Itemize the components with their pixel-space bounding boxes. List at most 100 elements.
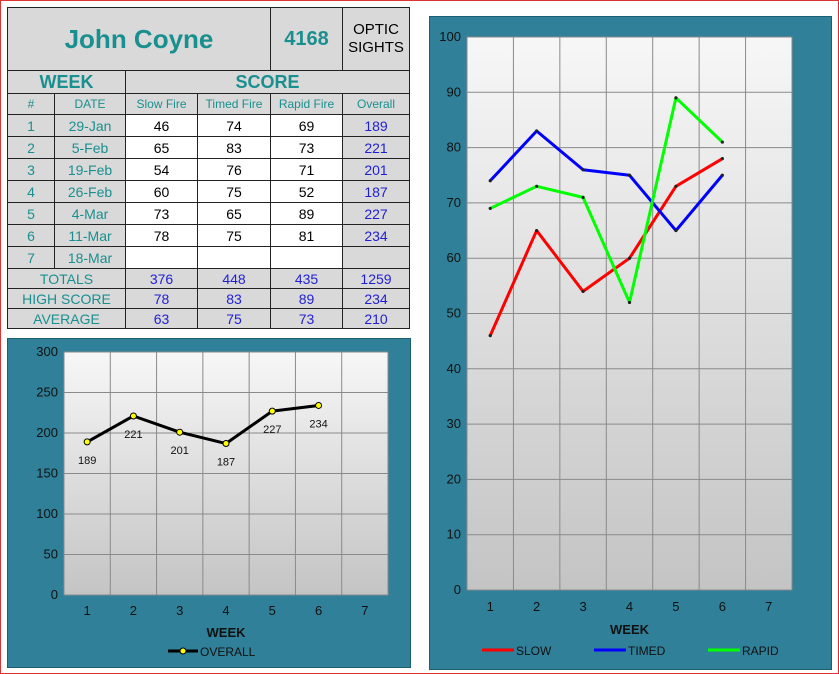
table-row: 4 26-Feb 60 75 52 187 bbox=[7, 180, 410, 203]
data-point bbox=[315, 401, 323, 409]
totals-overall: 1259 bbox=[342, 268, 410, 289]
data-point bbox=[581, 168, 585, 172]
data-point bbox=[488, 334, 492, 338]
row-overall-score: 221 bbox=[342, 136, 410, 159]
col-date: DATE bbox=[54, 93, 126, 115]
overall-chart-panel: 0 50 100 150 200 250 300 1 2 3 4 5 6 7 WEEK 189 221 201 18… bbox=[7, 338, 411, 668]
row-timed-score: 74 bbox=[197, 114, 271, 137]
high-timed: 83 bbox=[197, 288, 271, 309]
row-rapid-score: 81 bbox=[270, 224, 343, 247]
data-label: 201 bbox=[171, 445, 189, 457]
data-point bbox=[627, 256, 632, 260]
row-slow-score: 78 bbox=[125, 224, 198, 247]
legend-label-slow: SLOW bbox=[516, 644, 552, 658]
row-rapid-score: 73 bbox=[270, 136, 343, 159]
table-row: 3 19-Feb 54 76 71 201 bbox=[7, 158, 410, 181]
category-label: OPTIC SIGHTS bbox=[342, 7, 410, 71]
row-number: 3 bbox=[7, 158, 55, 181]
category-chart-panel: 0 10 20 30 40 50 60 70 80 90 100 1 2 3 4 5 6 7 WEEK SLOW TIM… bbox=[429, 16, 832, 670]
series-line-rapid bbox=[489, 96, 724, 304]
table-body: 1 29-Jan 46 74 69 189 2 5-Feb 65 83 73 221 3 19-Feb 54… bbox=[7, 114, 410, 269]
row-slow-score bbox=[125, 246, 198, 269]
totals-slow: 376 bbox=[125, 268, 198, 289]
row-number: 6 bbox=[7, 224, 55, 247]
row-rapid-score: 52 bbox=[270, 180, 343, 203]
row-slow-score: 60 bbox=[125, 180, 198, 203]
series-line-slow bbox=[488, 157, 724, 337]
x-tick-label: 3 bbox=[176, 603, 183, 618]
data-point bbox=[720, 140, 724, 144]
row-timed-score: 76 bbox=[197, 158, 271, 181]
row-timed-score bbox=[197, 246, 271, 269]
legend-marker-overall bbox=[179, 647, 187, 655]
totals-rapid: 435 bbox=[270, 268, 343, 289]
data-label: 227 bbox=[263, 424, 281, 436]
y-tick-label: 80 bbox=[447, 140, 461, 155]
high-rapid: 89 bbox=[270, 288, 343, 309]
row-date: 5-Feb bbox=[54, 136, 126, 159]
row-slow-score: 54 bbox=[125, 158, 198, 181]
data-point bbox=[222, 440, 230, 448]
totals-timed: 448 bbox=[197, 268, 271, 289]
row-date: 18-Mar bbox=[54, 246, 126, 269]
x-tick-label: 6 bbox=[719, 599, 726, 614]
data-point bbox=[535, 228, 539, 233]
row-timed-score: 75 bbox=[197, 224, 271, 247]
average-label: AVERAGE bbox=[7, 308, 126, 329]
row-timed-score: 75 bbox=[197, 180, 271, 203]
row-rapid-score: 89 bbox=[270, 202, 343, 225]
high-overall: 234 bbox=[342, 288, 410, 309]
table-row: 2 5-Feb 65 83 73 221 bbox=[7, 136, 410, 159]
data-label: 221 bbox=[124, 429, 142, 441]
x-tick-label: 5 bbox=[269, 603, 276, 618]
totals-label: TOTALS bbox=[7, 268, 126, 289]
row-overall-score: 187 bbox=[342, 180, 410, 203]
average-timed: 75 bbox=[197, 308, 271, 329]
x-tick-label: 3 bbox=[579, 599, 586, 614]
row-rapid-score: 69 bbox=[270, 114, 343, 137]
table-row: 6 11-Mar 78 75 81 234 bbox=[7, 224, 410, 247]
data-point bbox=[581, 289, 585, 293]
data-point bbox=[674, 228, 678, 233]
x-axis-label: WEEK bbox=[207, 625, 247, 640]
category-chart: 0 10 20 30 40 50 60 70 80 90 100 1 2 3 4 5 6 7 WEEK SLOW TIM… bbox=[439, 29, 793, 658]
legend-label-rapid: RAPID bbox=[742, 644, 779, 658]
data-point bbox=[535, 184, 539, 188]
y-tick-label: 90 bbox=[447, 84, 461, 99]
data-point bbox=[129, 412, 137, 420]
y-tick-label: 50 bbox=[447, 306, 461, 321]
row-number: 1 bbox=[7, 114, 55, 137]
data-point bbox=[627, 300, 632, 305]
row-timed-score: 83 bbox=[197, 136, 271, 159]
shooter-id: 4168 bbox=[270, 7, 343, 71]
high-label: HIGH SCORE bbox=[7, 288, 126, 309]
y-tick-label: 60 bbox=[447, 250, 461, 265]
y-tick-label: 0 bbox=[51, 587, 58, 602]
x-axis-label: WEEK bbox=[610, 622, 650, 637]
col-overall: Overall bbox=[342, 93, 410, 115]
col-number: # bbox=[7, 93, 55, 115]
y-tick-label: 20 bbox=[447, 471, 461, 486]
row-date: 4-Mar bbox=[54, 202, 126, 225]
table-row: 7 18-Mar bbox=[7, 246, 410, 269]
series-line-overall bbox=[86, 403, 319, 446]
table-row: 1 29-Jan 46 74 69 189 bbox=[7, 114, 410, 137]
x-tick-label: 1 bbox=[487, 599, 494, 614]
category-line-2: SIGHTS bbox=[348, 39, 404, 56]
high-slow: 78 bbox=[125, 288, 198, 309]
row-rapid-score bbox=[270, 246, 343, 269]
x-tick-label: 1 bbox=[84, 603, 91, 618]
x-tick-label: 2 bbox=[533, 599, 540, 614]
data-label: 187 bbox=[217, 457, 235, 469]
row-overall-score: 201 bbox=[342, 158, 410, 181]
average-slow: 63 bbox=[125, 308, 198, 329]
x-tick-label: 2 bbox=[130, 603, 137, 618]
data-point bbox=[720, 157, 724, 161]
data-point bbox=[674, 96, 678, 100]
data-point bbox=[488, 179, 492, 183]
x-tick-label: 4 bbox=[222, 603, 229, 618]
row-overall-score: 189 bbox=[342, 114, 410, 137]
average-rapid: 73 bbox=[270, 308, 343, 329]
data-label: 234 bbox=[309, 418, 327, 430]
row-date: 19-Feb bbox=[54, 158, 126, 181]
